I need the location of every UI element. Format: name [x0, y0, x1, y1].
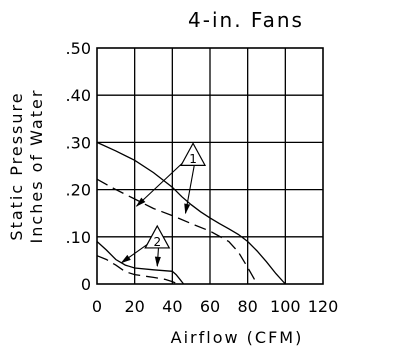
plot-frame: [96, 47, 324, 285]
callout-2-arrowhead-2: [154, 256, 161, 268]
callout-1-leader-1: [136, 159, 187, 207]
series-line-2: [96, 178, 258, 285]
x-tick-labels: 0 20 40 60 80 100 120: [92, 297, 338, 316]
x-tick-label: 120: [308, 297, 339, 316]
x-axis-label: Airflow (CFM): [171, 328, 304, 347]
x-tick-label: 20: [124, 297, 144, 316]
x-tick-label: 60: [200, 297, 220, 316]
series-line-3: [96, 241, 185, 285]
x-tick-label: 0: [92, 297, 102, 316]
callout-1-label: 1: [189, 152, 197, 166]
series-group: [96, 141, 286, 285]
x-tick-label: 80: [237, 297, 257, 316]
callout-1-arrowhead-2: [184, 203, 191, 215]
y-axis-label-line-1: Static Pressure: [7, 91, 26, 240]
callout-1-triangle: [180, 142, 207, 166]
y-tick-label: .30: [66, 133, 91, 152]
y-axis-label: Static Pressure Inches of Water: [7, 89, 46, 244]
y-tick-labels: 0 .10 .20 .30 .40 .50: [66, 39, 91, 294]
y-axis-label-line-2: Inches of Water: [27, 89, 46, 244]
y-tick-label: .50: [66, 39, 91, 58]
callout-2-arrowhead-1: [120, 254, 131, 264]
callout-1-arrowhead-1: [135, 197, 146, 207]
series-line-1: [96, 141, 286, 285]
grid: [97, 48, 323, 284]
callout-2-triangle: [144, 224, 171, 249]
y-tick-label: .10: [66, 228, 91, 247]
annotations: 12: [120, 142, 207, 268]
callout-2-label: 2: [153, 235, 161, 249]
y-tick-label: .40: [66, 86, 91, 105]
x-tick-label: 40: [162, 297, 182, 316]
y-tick-label: 0: [81, 275, 91, 294]
chart-title: 4-in. Fans: [188, 8, 304, 32]
series-line-4: [96, 255, 179, 285]
x-tick-label: 100: [270, 297, 301, 316]
y-tick-label: .20: [66, 181, 91, 200]
